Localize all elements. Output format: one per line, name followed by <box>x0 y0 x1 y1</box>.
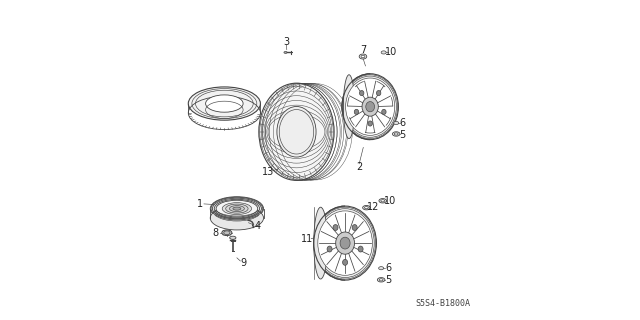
Ellipse shape <box>362 97 378 116</box>
Ellipse shape <box>381 200 385 202</box>
Text: 13: 13 <box>262 167 274 177</box>
Ellipse shape <box>327 246 332 252</box>
Ellipse shape <box>277 107 316 157</box>
Text: 10: 10 <box>385 47 397 57</box>
Ellipse shape <box>363 205 370 210</box>
Ellipse shape <box>230 236 236 239</box>
Text: 11: 11 <box>301 234 314 244</box>
Text: 12: 12 <box>367 202 379 212</box>
Text: 9: 9 <box>240 258 246 268</box>
Text: 1: 1 <box>197 199 204 209</box>
Ellipse shape <box>379 199 387 203</box>
Ellipse shape <box>210 206 264 230</box>
Text: 4: 4 <box>255 221 261 231</box>
Ellipse shape <box>358 246 363 252</box>
Ellipse shape <box>376 91 381 96</box>
Ellipse shape <box>381 51 386 54</box>
Ellipse shape <box>216 200 258 217</box>
Ellipse shape <box>360 91 364 96</box>
Ellipse shape <box>318 211 372 275</box>
Ellipse shape <box>355 109 358 115</box>
Ellipse shape <box>365 207 368 209</box>
Ellipse shape <box>394 121 399 124</box>
Ellipse shape <box>344 75 355 139</box>
Text: 5: 5 <box>385 275 392 285</box>
Text: 6: 6 <box>399 118 405 128</box>
Ellipse shape <box>346 78 395 135</box>
Ellipse shape <box>392 132 400 136</box>
Ellipse shape <box>222 230 232 236</box>
Ellipse shape <box>233 207 241 210</box>
Text: 10: 10 <box>383 196 396 206</box>
Text: 7: 7 <box>360 45 367 55</box>
Ellipse shape <box>380 279 383 281</box>
Ellipse shape <box>210 197 264 220</box>
Ellipse shape <box>342 260 348 265</box>
Ellipse shape <box>314 207 328 279</box>
Ellipse shape <box>381 109 386 115</box>
Ellipse shape <box>378 277 385 282</box>
Text: S5S4-B1800A: S5S4-B1800A <box>415 299 470 308</box>
Text: 6: 6 <box>385 263 392 273</box>
Ellipse shape <box>340 237 350 249</box>
Ellipse shape <box>379 267 383 270</box>
Ellipse shape <box>394 133 398 135</box>
Ellipse shape <box>352 225 357 230</box>
Ellipse shape <box>226 204 248 213</box>
Ellipse shape <box>188 87 260 120</box>
Ellipse shape <box>359 54 367 59</box>
Ellipse shape <box>222 203 252 215</box>
Ellipse shape <box>342 74 398 140</box>
Ellipse shape <box>361 55 365 58</box>
Ellipse shape <box>335 232 355 254</box>
Ellipse shape <box>314 206 376 280</box>
Text: 8: 8 <box>213 228 219 238</box>
Ellipse shape <box>259 83 334 180</box>
Ellipse shape <box>284 52 287 53</box>
Ellipse shape <box>366 101 374 112</box>
Text: 2: 2 <box>356 162 362 172</box>
Ellipse shape <box>205 95 243 112</box>
Text: 5: 5 <box>399 130 405 140</box>
Ellipse shape <box>224 231 230 235</box>
Text: 3: 3 <box>284 37 289 47</box>
Ellipse shape <box>368 121 372 126</box>
Ellipse shape <box>229 206 244 212</box>
Ellipse shape <box>333 225 338 230</box>
